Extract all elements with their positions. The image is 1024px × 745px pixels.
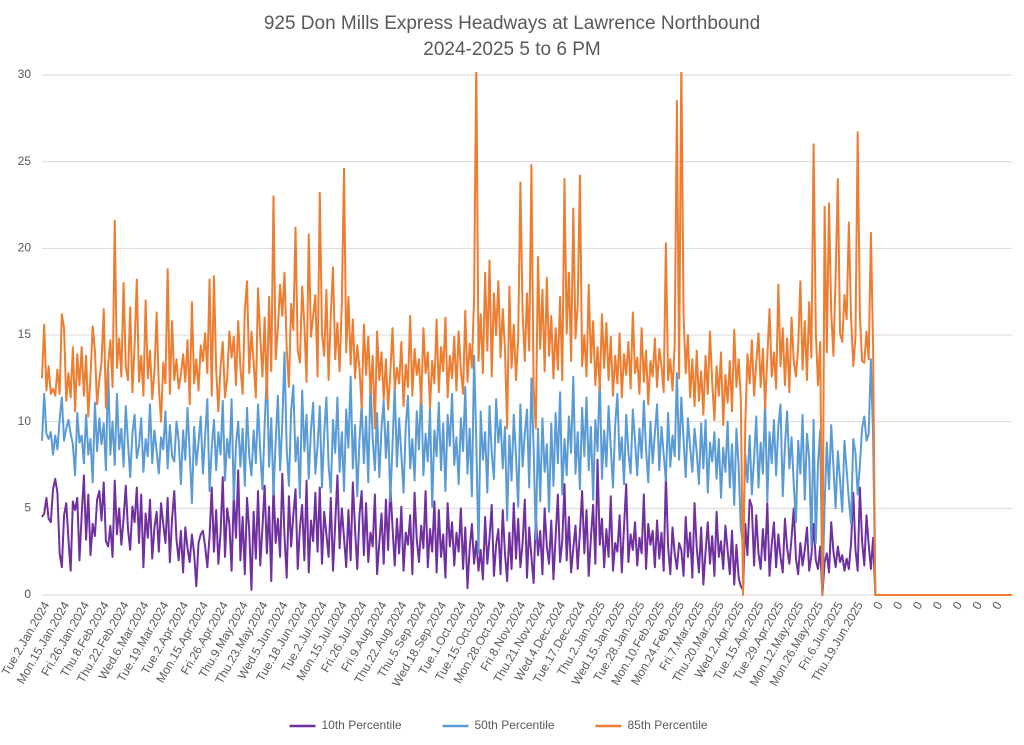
- series-line: [41, 72, 1012, 596]
- series-line: [41, 458, 1012, 596]
- legend: 10th Percentile 50th Percentile 85th Perce…: [289, 718, 708, 732]
- x-tick-label: 0: [969, 599, 985, 612]
- chart-subtitle: 2024-2025 5 to 6 PM: [423, 39, 600, 60]
- x-tick-label: 0: [890, 599, 906, 612]
- plot-lines: [41, 72, 1012, 596]
- legend-label: 50th Percentile: [475, 718, 555, 732]
- y-tick-label: 0: [24, 587, 31, 601]
- x-tick-label: 0: [930, 599, 946, 612]
- y-tick-label: 15: [18, 327, 32, 341]
- y-tick-label: 30: [18, 67, 32, 81]
- series-line: [41, 351, 1012, 596]
- y-tick-label: 5: [24, 501, 31, 515]
- x-tick-label: 0: [989, 599, 1005, 612]
- x-tick-label: 0: [950, 599, 966, 612]
- chart-title: 925 Don Mills Express Headways at Lawren…: [264, 13, 760, 34]
- y-tick-label: 25: [18, 154, 32, 168]
- x-tick-label: 0: [910, 599, 926, 612]
- x-tick-label: 0: [870, 599, 886, 612]
- y-tick-label: 20: [18, 241, 32, 255]
- y-tick-label: 10: [18, 414, 32, 428]
- legend-label: 85th Percentile: [628, 718, 708, 732]
- legend-label: 10th Percentile: [322, 718, 402, 732]
